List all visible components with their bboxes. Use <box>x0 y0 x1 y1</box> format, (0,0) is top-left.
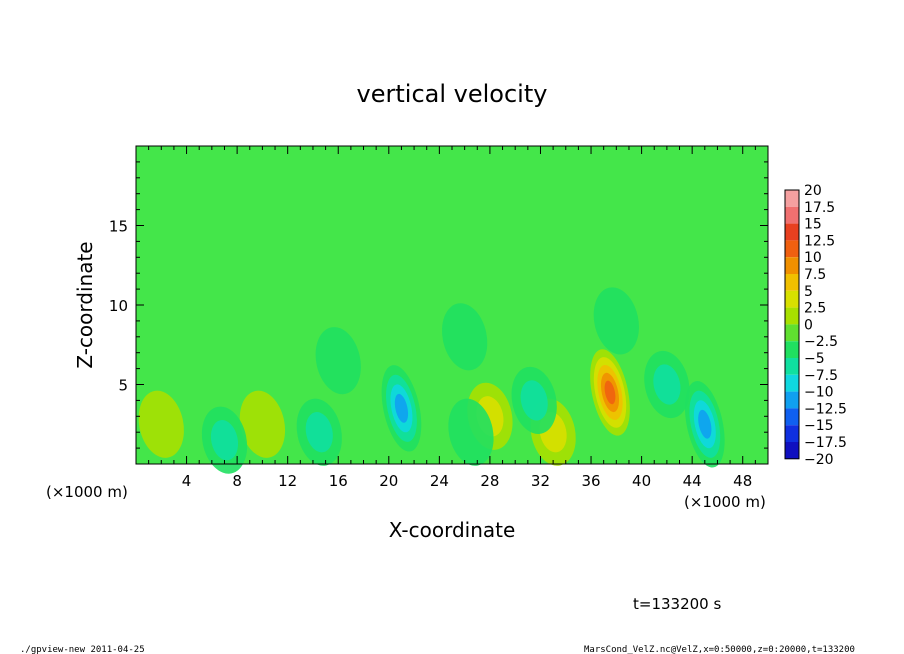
colorbar-swatch <box>785 307 799 325</box>
velocity-contour <box>441 303 488 371</box>
colorbar-label: 12.5 <box>804 233 835 249</box>
colorbar: 2017.51512.5107.552.50−2.5−5−7.5−10−12.5… <box>784 183 847 468</box>
footer-left: ./gpview-new 2011-04-25 <box>20 645 145 654</box>
colorbar-swatch <box>785 324 799 342</box>
velocity-contour <box>210 420 239 461</box>
velocity-contour <box>653 364 681 405</box>
velocity-contour <box>604 380 616 405</box>
time-label: t=133200 s <box>633 595 721 613</box>
velocity-contour <box>305 412 333 453</box>
velocity-contour <box>448 398 494 466</box>
colorbar-swatch <box>785 190 799 207</box>
colorbar-swatch <box>785 274 799 291</box>
colorbar-swatch <box>785 374 799 392</box>
velocity-field <box>138 287 725 474</box>
colorbar-swatch <box>785 206 799 224</box>
y-axis-ticks: 5 10 15 <box>109 161 768 449</box>
colorbar-swatch <box>785 240 799 258</box>
colorbar-label: 17.5 <box>804 200 835 216</box>
colorbar-swatch <box>785 257 799 274</box>
velocity-contour <box>315 327 361 395</box>
x-axis-label: X-coordinate <box>389 518 516 542</box>
y-tick-label: 15 <box>109 218 128 236</box>
colorbar-label: −10 <box>804 385 834 401</box>
colorbar-label: −7.5 <box>804 368 838 384</box>
colorbar-label: −12.5 <box>804 401 847 417</box>
colorbar-label: 15 <box>804 217 822 233</box>
colorbar-swatch <box>785 408 799 426</box>
colorbar-label: 20 <box>804 183 822 199</box>
velocity-contour <box>520 380 548 421</box>
x-unit-right: (×1000 m) <box>684 493 766 511</box>
colorbar-label: −15 <box>804 418 834 434</box>
footer-right: MarsCond_VelZ.nc@VelZ,x=0:50000,z=0:2000… <box>584 645 855 654</box>
x-tick-label: 40 <box>632 472 651 490</box>
x-tick-label: 16 <box>329 472 348 490</box>
x-tick-label: 44 <box>683 472 702 490</box>
colorbar-swatch <box>785 391 799 409</box>
colorbar-label: 5 <box>804 284 813 300</box>
velocity-contour <box>138 390 184 458</box>
colorbar-swatch <box>785 341 799 358</box>
colorbar-swatch <box>785 290 799 308</box>
colorbar-label: −2.5 <box>804 334 838 350</box>
colorbar-label: −17.5 <box>804 435 847 451</box>
velocity-contour <box>593 287 639 355</box>
colorbar-label: 2.5 <box>804 301 826 317</box>
x-axis-ticks: 4 8 12 16 20 24 28 32 36 40 44 48 <box>148 146 756 490</box>
x-tick-label: 28 <box>480 472 499 490</box>
colorbar-swatch <box>785 358 799 375</box>
colorbar-swatch <box>785 442 799 459</box>
x-tick-label: 48 <box>733 472 752 490</box>
y-axis-label: Z-coordinate <box>73 241 97 368</box>
colorbar-label: 7.5 <box>804 267 826 283</box>
x-tick-label: 4 <box>182 472 192 490</box>
x-unit-left: (×1000 m) <box>46 483 128 501</box>
colorbar-label: −20 <box>804 452 834 468</box>
y-tick-label: 5 <box>118 377 128 395</box>
colorbar-swatch <box>785 223 799 241</box>
velocity-contour <box>239 390 286 458</box>
x-tick-label: 20 <box>379 472 398 490</box>
velocity-contour <box>394 393 409 423</box>
x-tick-label: 32 <box>531 472 550 490</box>
x-tick-label: 8 <box>232 472 242 490</box>
colorbar-label: −5 <box>804 351 825 367</box>
chart-title: vertical velocity <box>357 80 548 108</box>
colorbar-label: 10 <box>804 250 822 266</box>
colorbar-swatch <box>785 425 799 442</box>
colorbar-label: 0 <box>804 317 813 333</box>
x-tick-label: 24 <box>430 472 449 490</box>
velocity-contour <box>698 409 712 439</box>
x-tick-label: 12 <box>278 472 297 490</box>
y-tick-label: 10 <box>109 297 128 315</box>
x-tick-label: 36 <box>581 472 600 490</box>
colorbar-frame <box>784 189 800 460</box>
